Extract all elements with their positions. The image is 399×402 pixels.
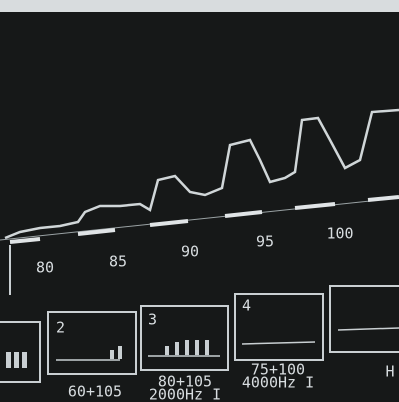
panel [329,285,399,353]
axis-label: 100 [326,225,353,243]
panel-subcaption: 4000Hz I [242,374,314,392]
panel-number: 2 [56,319,65,337]
panel [47,311,137,375]
panel-caption: 60+105 [68,383,122,401]
axis-label: 95 [256,233,274,251]
axis-label: 85 [109,253,127,271]
panel-number: 4 [242,297,251,315]
panel [140,305,229,371]
axis-label: 80 [36,259,54,277]
axis-label: 90 [181,243,199,261]
panel-bars [6,340,209,368]
panel [0,321,41,383]
panel [234,293,324,361]
top-bar [0,0,399,12]
tick-bars [9,195,399,244]
axis-labels: 80 85 90 95 100 [36,225,354,277]
panel-caption: 75+100 [251,361,305,379]
panel-number: 3 [148,311,157,329]
trace [4,108,399,240]
panel-caption: 80+105 [158,373,212,391]
panel-lines [56,327,399,361]
panel-subcaption: 2000Hz I [149,386,221,402]
panel-caption: H [385,363,394,381]
